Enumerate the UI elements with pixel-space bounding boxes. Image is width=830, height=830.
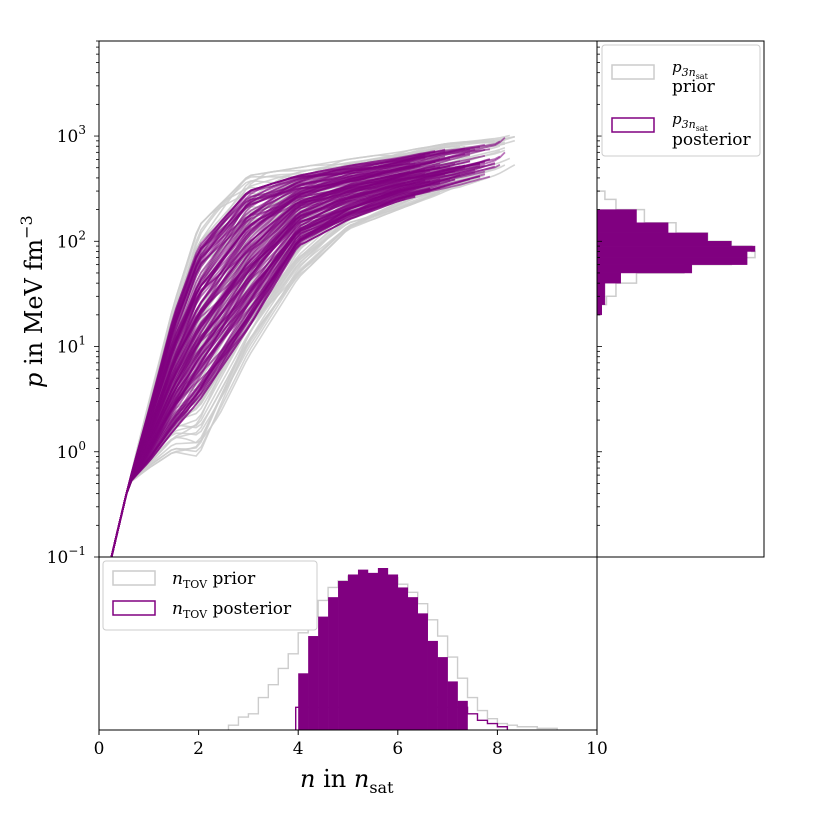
x-tick-label: 10 [586,739,608,759]
ntov-posterior-bar [318,616,329,730]
main-plot-area [99,41,597,557]
posterior-eos-curve [110,153,426,558]
ntov-posterior-bar [377,568,389,730]
right-hist-bar [596,241,732,247]
legend-prior-symbol: p3nsat [672,58,709,81]
ntov-posterior-bar [367,572,379,730]
ntov-posterior-bar [298,673,309,730]
ntov-histogram [227,568,558,730]
x-tick-label: 0 [94,739,105,759]
y-axis-ticks: 10−1 100 101 102 103 [47,40,99,568]
main-plot-panel: 10−1 100 101 102 103 [47,40,598,568]
right-hist-bar [596,222,669,234]
y-tick-label: 102 [57,228,86,252]
ntov-posterior-bar [437,657,448,730]
bottom-legend-box [102,560,318,631]
right-hist-bar [596,251,748,258]
right-legend-box [601,44,761,157]
legend-posterior-label: posterior [672,130,752,150]
y-tick-label: 10−1 [47,544,86,568]
legend-ntov-prior: nTOV prior [172,569,256,591]
ntov-posterior-bar [397,587,409,730]
legend-posterior-symbol: p3nsat [672,110,709,133]
y-tick-label: 100 [57,439,86,463]
ntov-posterior-bar [447,681,458,730]
posterior-eos-curve [110,149,486,558]
right-hist-bar [596,282,606,297]
x-axis-label: n in nsat [300,765,394,797]
prior-eos-curve [110,176,481,558]
x-axis-ticks: 0 2 4 6 8 10 [94,730,608,759]
legend-ntov-prior-swatch [112,570,156,586]
bottom-panel-frame [98,556,598,731]
ntov-posterior-bar [357,569,369,730]
ntov-posterior-tail-step [295,706,509,730]
ntov-posterior-bar [457,700,468,730]
x-tick-label: 4 [293,739,304,759]
ntov-posterior-bar [348,574,359,730]
right-hist-bar [596,232,708,242]
right-hist-panel [596,40,765,558]
x-tick-label: 8 [492,739,503,759]
right-legend: p3nsat prior p3nsat posterior [601,44,761,157]
bottom-hist-panel: 0 2 4 6 8 10 [94,556,608,759]
eos-curves [110,134,516,558]
legend-prior-label: prior [672,77,716,97]
right-hist-bar [596,209,637,223]
y-axis-label: p in MeV fm−3 [17,215,48,388]
right-panel-frame [596,40,765,558]
right-hist-bar [596,296,606,305]
right-hist-bar [596,304,602,316]
legend-prior-swatch [611,64,655,80]
ntov-posterior-bar [328,597,339,730]
ntov-posterior-bar [338,580,349,730]
legend-posterior-swatch [611,117,655,133]
ntov-posterior-bar [407,597,419,730]
p3nsat-histogram [596,190,756,316]
y-tick-label: 103 [57,123,86,147]
legend-ntov-posterior-swatch [112,600,156,616]
y-tick-label: 101 [57,334,86,358]
ntov-posterior-bar [308,636,319,730]
bottom-legend: nTOV prior nTOV posterior [102,560,318,631]
x-tick-label: 6 [392,739,403,759]
right-hist-bar [596,264,693,274]
ntov-posterior-bar [427,640,438,730]
right-hist-bar [596,272,621,284]
right-hist-bar [596,245,756,252]
ntov-posterior-bar [417,613,428,730]
ntov-posterior-bar [387,574,399,730]
right-hist-bar [596,257,748,265]
legend-ntov-posterior: nTOV posterior [172,599,292,621]
x-tick-label: 2 [193,739,204,759]
